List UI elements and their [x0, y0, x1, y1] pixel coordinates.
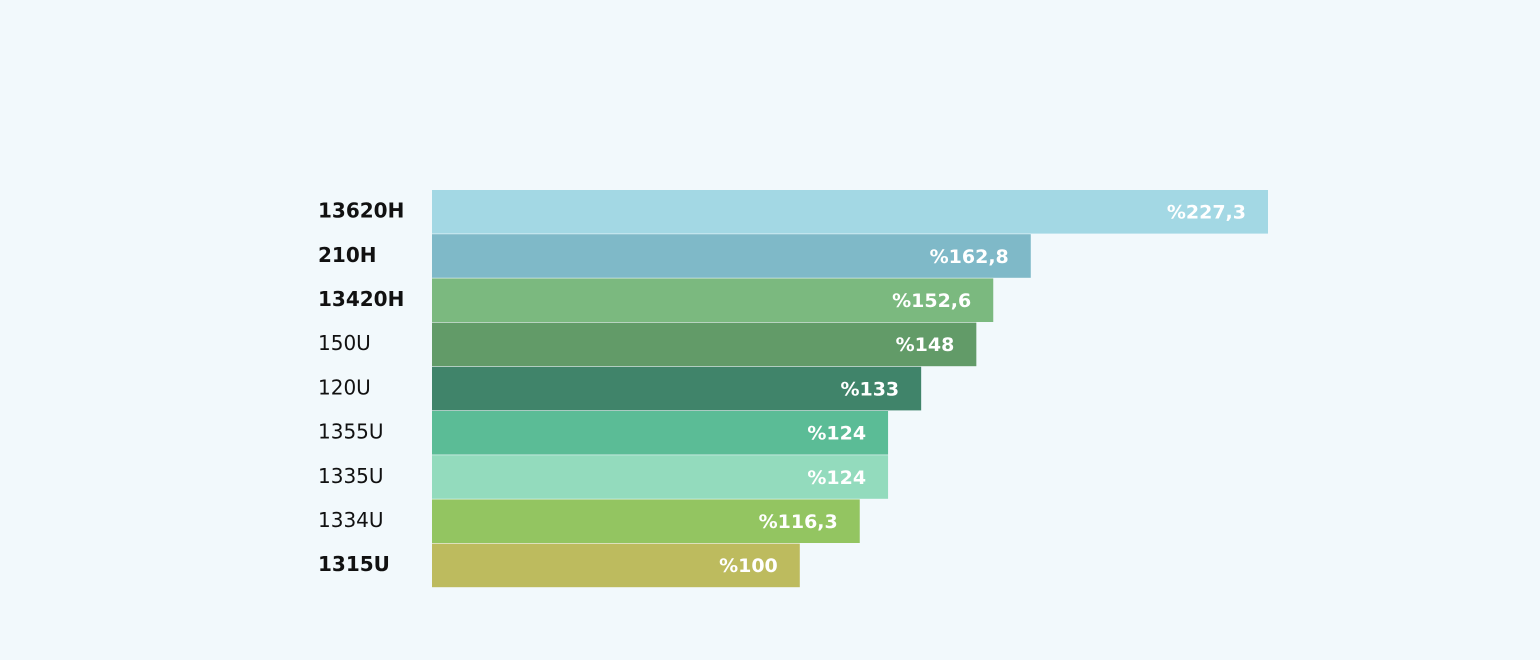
- category-label: 1315U: [318, 552, 390, 576]
- value-label: %227,3: [1167, 202, 1246, 224]
- value-label: %152,6: [892, 290, 971, 312]
- bar: [432, 366, 922, 411]
- bar: [432, 543, 800, 588]
- bar: [432, 234, 1031, 278]
- bar: [432, 190, 1268, 234]
- value-label: %124: [807, 423, 866, 445]
- value-label: %124: [807, 467, 866, 489]
- value-label: %148: [896, 334, 955, 356]
- bar: [432, 455, 889, 499]
- category-label: 120U: [318, 375, 371, 399]
- category-label: 210H: [318, 243, 377, 267]
- bar: [432, 411, 889, 455]
- value-label: %100: [719, 555, 778, 577]
- category-label: 1355U: [318, 420, 384, 444]
- bar: [432, 499, 860, 543]
- value-label: %133: [840, 378, 899, 400]
- bar: [432, 278, 994, 322]
- bar: [432, 322, 977, 367]
- value-label: %116,3: [759, 511, 838, 533]
- category-label: 150U: [318, 331, 371, 355]
- category-label: 1335U: [318, 464, 384, 488]
- category-label: 1334U: [318, 508, 384, 532]
- value-label: %162,8: [930, 246, 1009, 268]
- category-label: 13420H: [318, 287, 404, 311]
- category-label: 13620H: [318, 199, 404, 223]
